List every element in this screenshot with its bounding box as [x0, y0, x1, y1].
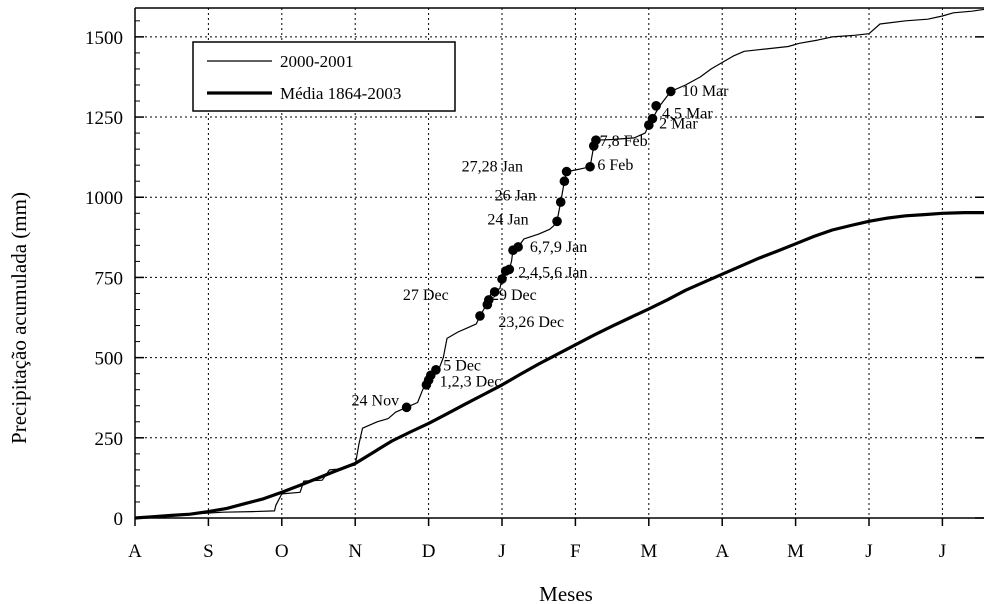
- event-marker: [483, 295, 494, 305]
- event-label: 26 Jan: [495, 187, 536, 204]
- x-axis-title: Meses: [539, 582, 593, 604]
- event-label: 10 Mar: [682, 83, 729, 100]
- event-marker: [585, 161, 595, 172]
- event-label: 27,28 Jan: [462, 159, 523, 176]
- event-marker: [555, 197, 566, 207]
- x-tick-label: O: [275, 541, 289, 562]
- event-marker: [552, 216, 562, 227]
- y-tick-label: 750: [95, 268, 124, 289]
- legend-box: [192, 41, 456, 112]
- legend-label-media: Média 1864-2003: [280, 84, 401, 103]
- event-marker: [401, 402, 412, 413]
- event-label: 24 Nov: [352, 393, 400, 410]
- y-tick-label: 0: [114, 509, 124, 530]
- event-label: 7,8 Feb: [600, 133, 648, 150]
- event-marker: [513, 242, 523, 252]
- event-label: 2,4,5,6 Jan: [518, 264, 587, 281]
- event-label: 1,2,3 Dec: [440, 373, 502, 390]
- event-marker: [497, 274, 507, 284]
- series-line-media-1864-2003: [134, 211, 984, 520]
- event-label: 2 Mar: [659, 115, 698, 132]
- event-marker: [651, 101, 661, 111]
- x-tick-label: A: [715, 541, 729, 562]
- event-label: 29 Dec: [491, 287, 537, 304]
- x-tick-label: J: [939, 541, 946, 562]
- event-marker: [591, 135, 601, 145]
- event-marker: [475, 311, 485, 321]
- event-label: 4,5 Mar: [662, 106, 713, 123]
- event-label: 24 Jan: [487, 212, 528, 229]
- x-tick-label: M: [640, 541, 657, 562]
- legend-label-2000-2001: 2000-2001: [280, 52, 354, 71]
- y-tick-label: 250: [95, 429, 124, 450]
- x-tick-label: F: [570, 541, 581, 562]
- x-tick-label: S: [203, 541, 214, 562]
- y-tick-label: 1250: [85, 108, 123, 129]
- x-tick-label: J: [498, 541, 505, 562]
- event-label: 27 Dec: [403, 287, 449, 304]
- event-marker: [489, 287, 500, 297]
- event-label: 6,7,9 Jan: [530, 239, 587, 256]
- tick-labels: 0 250 500 750 1000 1250 1500 A S O N D J F M A M J J: [85, 28, 946, 562]
- x-tick-label: A: [128, 541, 142, 562]
- event-marker: [559, 176, 570, 187]
- event-marker: [666, 86, 676, 97]
- y-axis-title: Precipitação acumulada (mm): [7, 192, 31, 444]
- axes: [134, 7, 984, 526]
- x-tick-label: J: [865, 541, 872, 562]
- event-label: 6 Feb: [597, 157, 633, 174]
- x-tick-label: D: [422, 541, 436, 562]
- event-marker: [561, 166, 572, 177]
- x-tick-label: N: [348, 541, 362, 562]
- event-label: 23,26 Dec: [498, 314, 564, 331]
- event-marker: [504, 264, 515, 275]
- y-tick-label: 1500: [85, 28, 123, 49]
- legend: 2000-2001 Média 1864-2003: [192, 41, 456, 112]
- event-label: 5 Dec: [443, 357, 481, 374]
- event-markers: [401, 86, 676, 413]
- event-marker: [431, 365, 441, 375]
- y-tick-label: 500: [95, 349, 124, 370]
- event-marker: [647, 113, 658, 124]
- x-tick-label: M: [787, 541, 804, 562]
- y-tick-label: 1000: [85, 188, 123, 209]
